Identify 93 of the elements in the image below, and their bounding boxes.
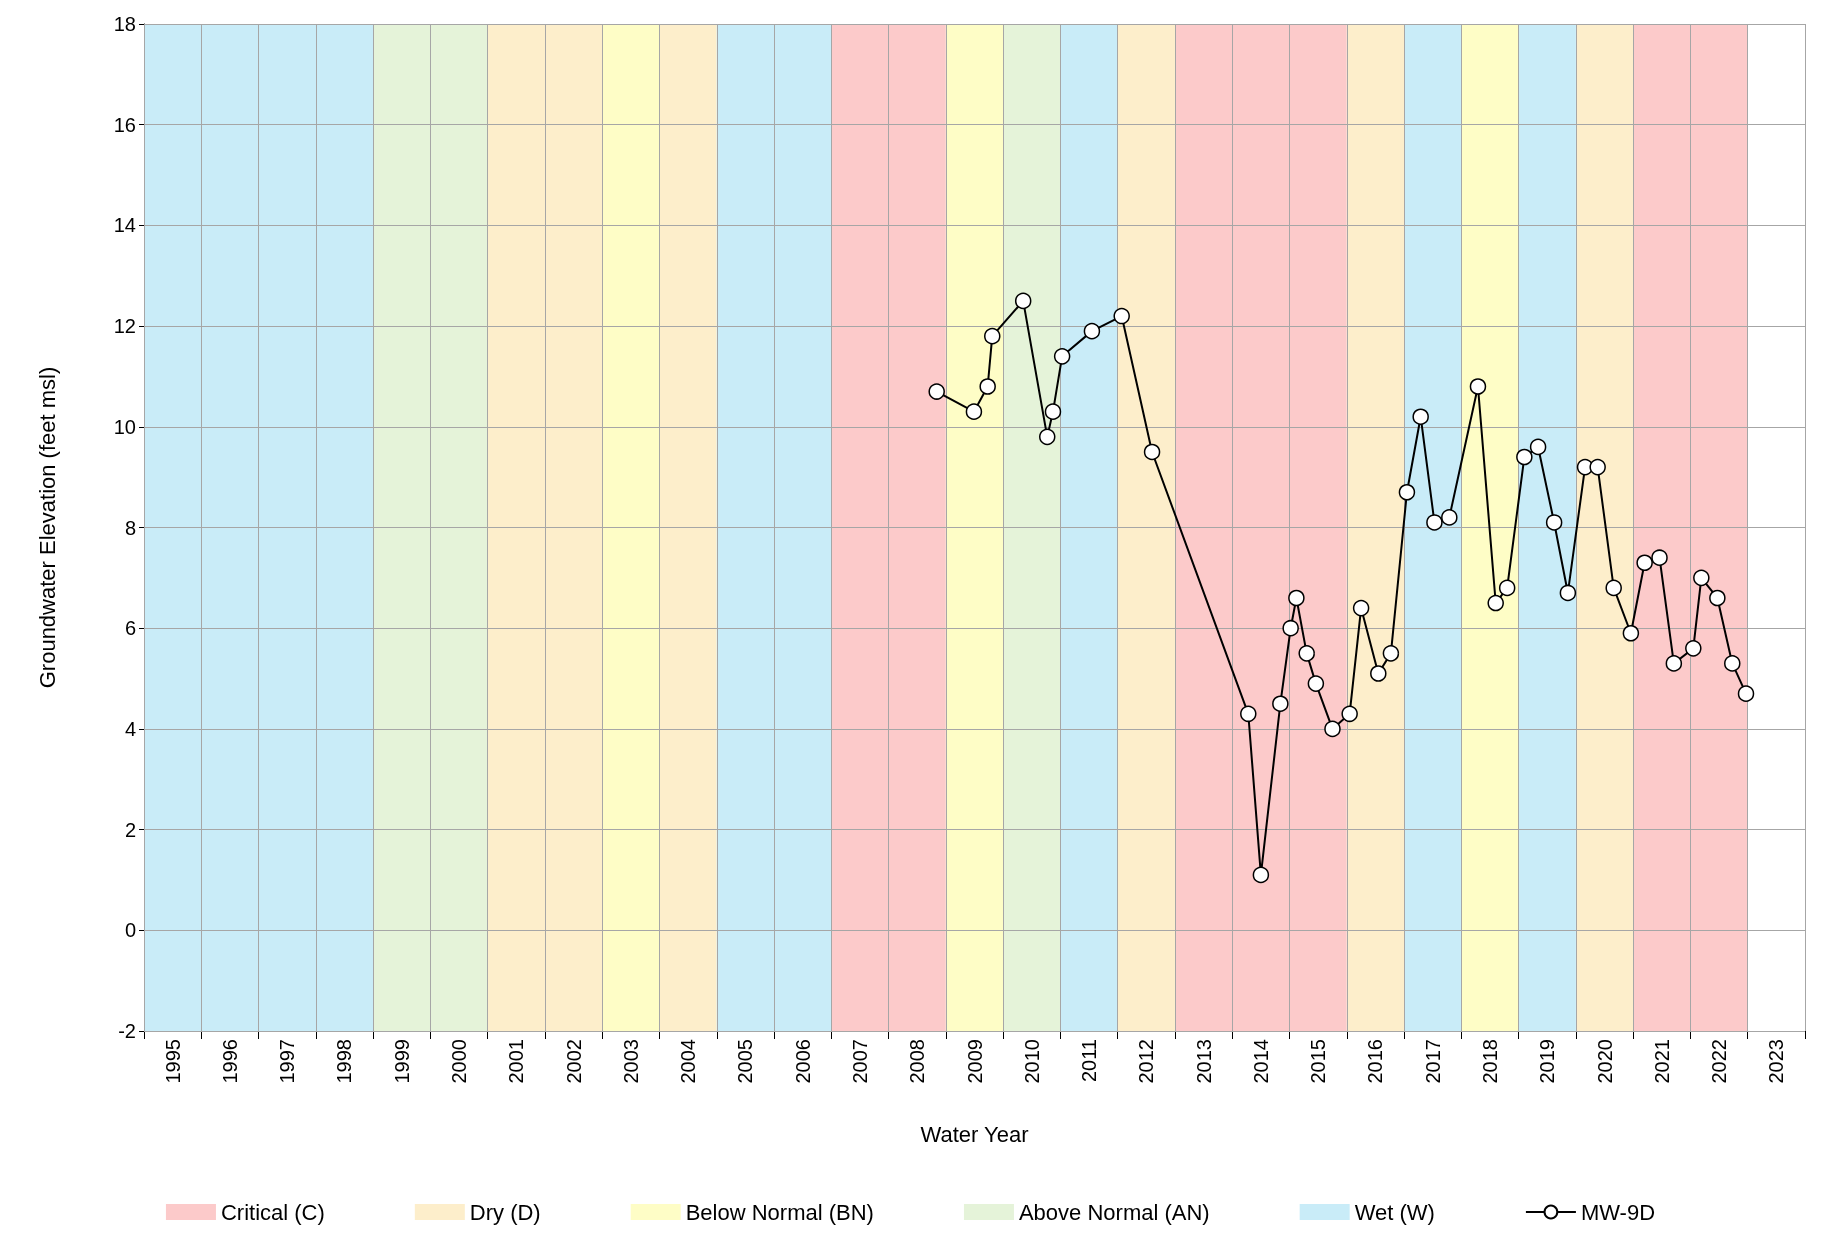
point	[1545, 514, 1563, 531]
legend-label: Below Normal (BN)	[685, 1199, 874, 1225]
x-tick-label: 1998	[333, 1039, 356, 1084]
point	[1053, 348, 1071, 365]
x-tick-label: 1996	[218, 1039, 241, 1084]
x-axis-title: Water Year	[920, 1121, 1029, 1147]
x-tick-label: 2002	[562, 1039, 585, 1084]
y-tick-label: 6	[124, 617, 136, 640]
point	[1398, 484, 1416, 501]
point	[1083, 322, 1101, 340]
point	[1685, 640, 1702, 657]
x-tick-label: 2007	[848, 1039, 871, 1084]
y-tick-label: 4	[124, 717, 136, 740]
x-tick-label: 1995	[161, 1039, 184, 1084]
x-tick-label: 2019	[1536, 1039, 1559, 1084]
point	[1665, 655, 1683, 672]
point	[1240, 705, 1257, 723]
y-tick-label: 12	[113, 315, 136, 338]
point	[1298, 645, 1315, 662]
point	[1589, 458, 1606, 476]
point	[1370, 665, 1387, 682]
y-tick-label: 14	[113, 214, 136, 237]
point	[1282, 619, 1299, 637]
legend-label: Above Normal (AN)	[1018, 1199, 1210, 1225]
x-tick-label: 2022	[1708, 1039, 1731, 1084]
x-tick-label: 2008	[906, 1039, 929, 1084]
legend-label: Critical (C)	[220, 1199, 325, 1225]
y-tick-label: 10	[113, 415, 136, 438]
y-tick-label: 16	[113, 113, 136, 136]
x-tick-label: 1999	[390, 1039, 413, 1084]
point	[1426, 514, 1443, 531]
point	[1352, 599, 1370, 617]
point	[1487, 594, 1504, 612]
point	[1382, 645, 1400, 662]
point	[1469, 378, 1487, 395]
x-tick-label: 2017	[1421, 1039, 1444, 1084]
point	[1737, 685, 1755, 702]
point	[1288, 589, 1305, 607]
point	[1651, 549, 1668, 566]
point	[928, 383, 945, 400]
legend-label: Wet (W)	[1354, 1199, 1435, 1225]
point	[965, 403, 983, 420]
point	[1039, 428, 1056, 446]
point	[979, 378, 996, 395]
point	[1143, 443, 1161, 461]
point	[1272, 695, 1289, 712]
legend-label: Dry (D)	[469, 1199, 541, 1225]
x-tick-label: 2023	[1765, 1039, 1788, 1084]
x-tick-label: 2001	[505, 1039, 528, 1084]
point	[1693, 569, 1710, 587]
x-tick-label: 2006	[791, 1039, 814, 1084]
point	[1636, 554, 1653, 571]
x-tick-label: 2015	[1307, 1039, 1330, 1084]
x-tick-label: 2013	[1192, 1039, 1215, 1084]
x-tick-label: 2021	[1650, 1039, 1673, 1084]
point	[1441, 509, 1458, 526]
x-tick-label: 2014	[1249, 1039, 1272, 1084]
x-tick-label: 2010	[1020, 1039, 1043, 1084]
x-tick-label: 2009	[963, 1039, 986, 1084]
point	[1516, 448, 1533, 466]
point	[1622, 624, 1640, 642]
x-tick-label: 2005	[734, 1039, 757, 1084]
point	[1014, 292, 1032, 310]
point	[1605, 579, 1622, 597]
y-tick-label: 8	[124, 516, 136, 539]
point	[1044, 403, 1062, 420]
y-tick-label: 0	[124, 919, 136, 942]
legend-label: MW-9D	[1580, 1199, 1656, 1225]
y-tick-label: 18	[113, 13, 136, 35]
x-tick-label: 1997	[276, 1039, 299, 1084]
x-tick-label: 2016	[1364, 1039, 1387, 1084]
x-tick-label: 2000	[448, 1039, 471, 1084]
point	[1341, 705, 1358, 723]
x-tick-label: 2003	[619, 1039, 642, 1084]
x-tick-label: 2020	[1593, 1039, 1616, 1084]
point	[1498, 579, 1516, 597]
point	[984, 327, 1001, 345]
point	[1529, 438, 1547, 456]
point	[1113, 307, 1130, 325]
x-tick-label: 2004	[677, 1039, 700, 1084]
point	[1709, 589, 1726, 607]
point	[1559, 584, 1577, 602]
x-tick-label: 2012	[1135, 1039, 1158, 1084]
point	[1252, 866, 1270, 884]
point	[1324, 720, 1341, 738]
point	[1724, 655, 1741, 672]
y-axis-title: Groundwater Elevation (feet msl)	[34, 366, 60, 689]
point	[1412, 408, 1429, 425]
x-tick-label: 2011	[1078, 1039, 1101, 1083]
y-tick-label: -2	[118, 1020, 136, 1042]
x-tick-label: 2018	[1478, 1039, 1501, 1084]
point	[1307, 675, 1325, 692]
y-tick-label: 2	[124, 818, 136, 841]
